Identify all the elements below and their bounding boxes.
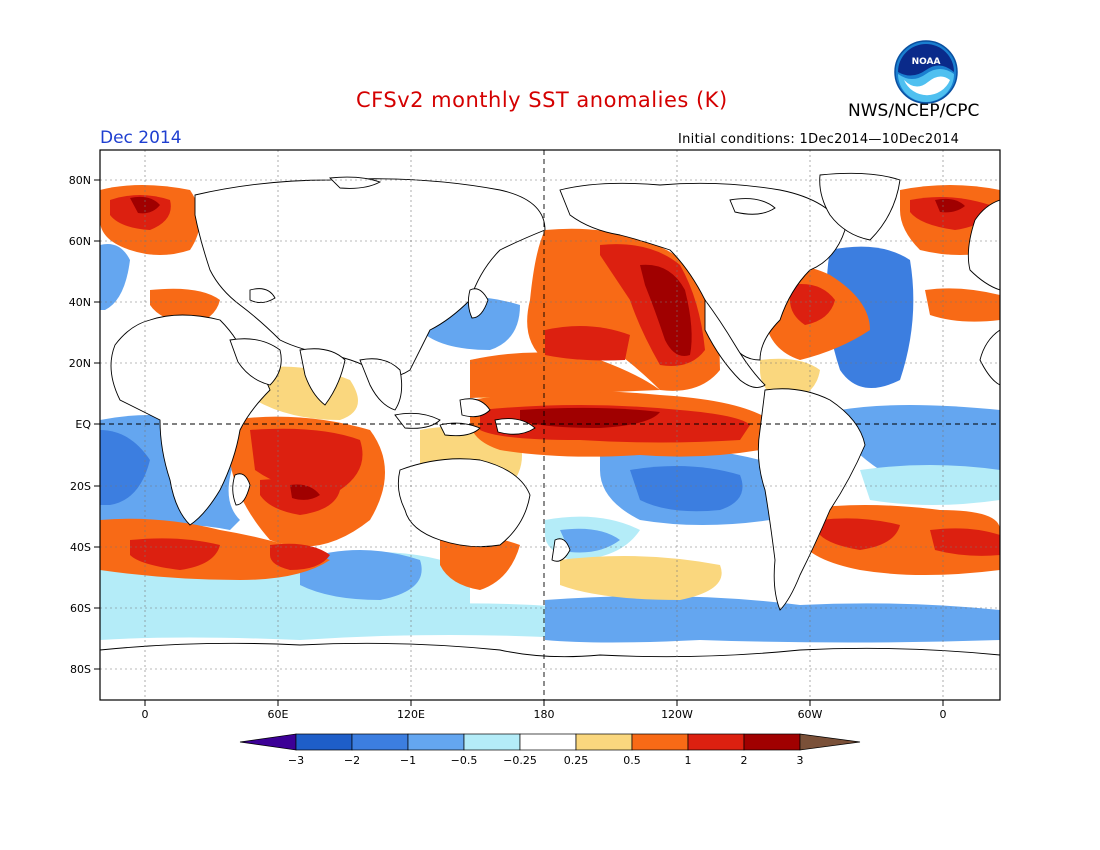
colorbar-swatch	[463, 733, 521, 751]
java	[439, 422, 481, 437]
colorbar-label: 3	[797, 754, 804, 767]
colorbar-swatch	[575, 733, 633, 751]
australia	[397, 458, 531, 548]
caspian-sea	[249, 288, 276, 303]
colorbar-swatch	[295, 733, 353, 751]
lat-label: 40N	[69, 296, 91, 309]
ticks	[94, 179, 944, 706]
map-frame	[99, 149, 1001, 701]
svg-text:NOAA: NOAA	[912, 57, 941, 67]
forecast-month: Dec 2014	[100, 128, 182, 148]
latitude-labels: 80N 60N 40N 20N EQ 20S 40S 60S 80S	[69, 174, 92, 676]
lat-label: 40S	[70, 541, 91, 554]
colorbar-swatch	[351, 733, 409, 751]
japan	[467, 288, 489, 319]
sumatra	[394, 412, 441, 429]
colorbar-label: 2	[741, 754, 748, 767]
colorbar-label: 0.25	[564, 754, 589, 767]
reference-lines	[100, 150, 1000, 700]
lat-label: EQ	[75, 418, 91, 431]
longitude-labels: 0 60E 120E 180 120W 60W 0	[142, 708, 947, 721]
colorbar-label: −3	[288, 754, 304, 767]
europe-west-edge	[967, 199, 1000, 291]
colorbar-swatch	[687, 733, 745, 751]
arctic-island-2	[729, 198, 776, 215]
colorbar-swatch	[743, 733, 801, 751]
agency-label: NWS/NCEP/CPC	[848, 101, 980, 121]
lon-label: 180	[534, 708, 555, 721]
colorbar-label: 0.5	[623, 754, 641, 767]
colorbar-lower-arrow	[239, 733, 297, 751]
lon-label: 120W	[661, 708, 693, 721]
colorbar-label: −1	[400, 754, 416, 767]
antarctica	[100, 642, 1000, 700]
greenland	[819, 172, 901, 241]
southeast-asia	[359, 358, 403, 411]
south-america	[757, 388, 866, 611]
lat-label: 80S	[70, 663, 91, 676]
continents	[100, 172, 1000, 700]
lat-label: 80N	[69, 174, 91, 187]
noaa-logo: NOAA	[894, 40, 958, 104]
arctic-island	[329, 176, 382, 189]
colorbar-label: −0.25	[503, 754, 537, 767]
colorbar-swatch	[519, 733, 577, 751]
borneo	[459, 398, 491, 418]
initial-conditions: Initial conditions: 1Dec2014—10Dec2014	[678, 132, 960, 147]
grid-lines	[100, 150, 1000, 700]
lat-label: 60N	[69, 235, 91, 248]
colorbar-label: 1	[685, 754, 692, 767]
lat-label: 20S	[70, 480, 91, 493]
north-america	[559, 182, 846, 361]
new-zealand	[551, 538, 571, 562]
anomaly-field	[100, 185, 1000, 643]
lon-label: 0	[142, 708, 149, 721]
chart-title: CFSv2 monthly SST anomalies (K)	[356, 88, 728, 112]
lon-label: 120E	[397, 708, 425, 721]
colorbar	[239, 733, 861, 751]
lat-label: 60S	[70, 602, 91, 615]
central-america	[704, 298, 766, 389]
arabia	[229, 338, 282, 386]
africa-east-edge	[979, 329, 1000, 386]
colorbar-upper-arrow	[799, 733, 861, 751]
eurasia	[194, 178, 546, 378]
colorbar-label: −2	[344, 754, 360, 767]
new-guinea	[494, 418, 536, 435]
lon-label: 60W	[798, 708, 823, 721]
lat-label: 20N	[69, 357, 91, 370]
colorbar-label: −0.5	[451, 754, 478, 767]
madagascar	[232, 473, 251, 506]
lon-label: 60E	[268, 708, 289, 721]
colorbar-labels: −3 −2 −1 −0.5 −0.25 0.25 0.5 1 2 3	[288, 754, 804, 767]
colorbar-swatch	[407, 733, 465, 751]
colorbar-swatch	[631, 733, 689, 751]
lon-label: 0	[940, 708, 947, 721]
